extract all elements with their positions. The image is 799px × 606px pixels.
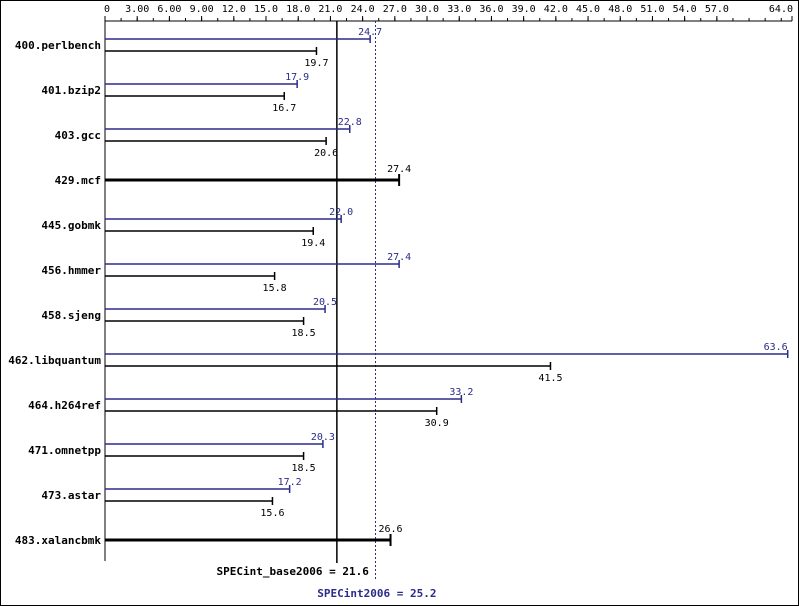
tick-label: 64.0 xyxy=(769,4,793,15)
tick-label: 21.0 xyxy=(318,4,342,15)
tick-label: 48.0 xyxy=(608,4,632,15)
tick-label: 33.0 xyxy=(447,4,471,15)
base-value-label: 27.4 xyxy=(387,164,411,175)
tick-label: 24.0 xyxy=(351,4,375,15)
tick-label: 3.00 xyxy=(125,4,149,15)
tick-label: 45.0 xyxy=(576,4,600,15)
benchmark-label: 401.bzip2 xyxy=(41,84,101,97)
peak-summary-label: SPECint2006 = 25.2 xyxy=(317,587,436,600)
tick-label: 27.0 xyxy=(383,4,407,15)
benchmark-label: 458.sjeng xyxy=(41,309,101,322)
peak-value-label: 63.6 xyxy=(764,342,788,353)
tick-label: 57.0 xyxy=(705,4,729,15)
tick-label: 36.0 xyxy=(479,4,503,15)
peak-value-label: 20.5 xyxy=(313,297,337,308)
base-value-label: 15.6 xyxy=(260,508,284,519)
benchmark-label: 464.h264ref xyxy=(28,399,101,412)
base-value-label: 18.5 xyxy=(292,463,316,474)
base-value-label: 19.7 xyxy=(304,58,328,69)
benchmark-label: 403.gcc xyxy=(55,129,101,142)
base-value-label: 26.6 xyxy=(378,524,402,535)
benchmark-label: 445.gobmk xyxy=(41,219,101,232)
peak-value-label: 24.7 xyxy=(358,27,382,38)
base-value-label: 18.5 xyxy=(292,328,316,339)
peak-value-label: 17.9 xyxy=(285,72,309,83)
benchmark-label: 400.perlbench xyxy=(15,39,101,52)
benchmark-label: 462.libquantum xyxy=(8,354,101,367)
tick-label: 18.0 xyxy=(286,4,310,15)
tick-label: 30.0 xyxy=(415,4,439,15)
tick-label: 51.0 xyxy=(640,4,664,15)
base-value-label: 30.9 xyxy=(425,418,449,429)
base-summary-label: SPECint_base2006 = 21.6 xyxy=(217,565,370,578)
tick-label: 42.0 xyxy=(544,4,568,15)
benchmark-label: 429.mcf xyxy=(55,174,101,187)
base-value-label: 19.4 xyxy=(301,238,325,249)
tick-label: 39.0 xyxy=(512,4,536,15)
benchmark-label: 471.omnetpp xyxy=(28,444,101,457)
base-value-label: 41.5 xyxy=(538,373,562,384)
tick-label: 15.0 xyxy=(254,4,278,15)
base-value-label: 20.6 xyxy=(314,148,338,159)
peak-value-label: 22.0 xyxy=(329,207,353,218)
benchmark-label: 456.hmmer xyxy=(41,264,101,277)
base-value-label: 16.7 xyxy=(272,103,296,114)
tick-label: 12.0 xyxy=(222,4,246,15)
peak-value-label: 20.3 xyxy=(311,432,335,443)
benchmark-label: 473.astar xyxy=(41,489,101,502)
tick-label: 54.0 xyxy=(673,4,697,15)
tick-label: 6.00 xyxy=(157,4,181,15)
base-value-label: 15.8 xyxy=(263,283,287,294)
peak-value-label: 33.2 xyxy=(449,387,473,398)
benchmark-label: 483.xalancbmk xyxy=(15,534,101,547)
tick-label: 0 xyxy=(104,4,110,15)
peak-value-label: 17.2 xyxy=(278,477,302,488)
tick-label: 9.00 xyxy=(190,4,214,15)
peak-value-label: 22.8 xyxy=(338,117,362,128)
peak-value-label: 27.4 xyxy=(387,252,411,263)
